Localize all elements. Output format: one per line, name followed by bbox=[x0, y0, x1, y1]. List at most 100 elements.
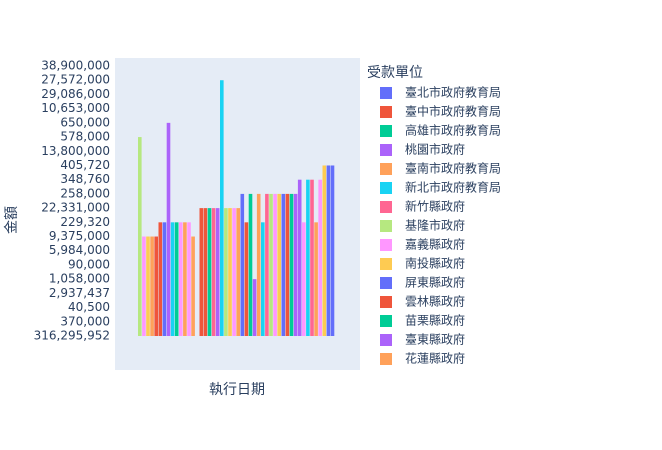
legend-label: 新北市政府教育局 bbox=[405, 180, 501, 195]
bar bbox=[203, 208, 208, 336]
y-tick-label: 13,800,000 bbox=[41, 144, 110, 158]
bar bbox=[256, 193, 261, 336]
legend-label: 臺北市政府教育局 bbox=[405, 85, 501, 100]
y-tick-label: 27,572,000 bbox=[41, 73, 110, 87]
bar bbox=[261, 222, 265, 336]
legend-label: 臺南市政府教育局 bbox=[405, 161, 501, 176]
legend-label: 嘉義縣政府 bbox=[405, 237, 465, 252]
bar bbox=[306, 179, 310, 336]
legend-title: 受款單位 bbox=[367, 65, 423, 81]
bar bbox=[220, 80, 224, 336]
bar bbox=[265, 193, 269, 336]
y-tick-label: 348,760 bbox=[60, 172, 110, 186]
y-tick-label: 316,295,952 bbox=[34, 329, 110, 343]
bar bbox=[269, 193, 273, 336]
bar bbox=[183, 222, 187, 336]
bar bbox=[330, 165, 335, 336]
bar bbox=[273, 193, 277, 336]
legend-label: 新竹縣政府 bbox=[405, 199, 465, 214]
bar bbox=[252, 279, 257, 336]
legend-label: 臺中市政府教育局 bbox=[405, 104, 501, 119]
legend-swatch bbox=[380, 258, 392, 270]
legend-label: 雲林縣政府 bbox=[405, 294, 465, 309]
legend-swatch bbox=[380, 87, 392, 99]
y-tick-label: 90,000 bbox=[68, 257, 110, 271]
y-tick-label: 405,720 bbox=[60, 158, 110, 172]
y-tick-label: 258,000 bbox=[60, 186, 110, 200]
bar bbox=[207, 208, 212, 336]
legend-label: 南投縣政府 bbox=[405, 256, 465, 271]
bar bbox=[326, 165, 331, 336]
legend-swatch bbox=[380, 277, 392, 289]
x-axis-title: 執行日期 bbox=[209, 382, 265, 398]
y-tick-label: 38,900,000 bbox=[41, 59, 110, 73]
legend-label: 基隆市政府 bbox=[405, 218, 465, 233]
y-tick-label: 229,320 bbox=[60, 215, 110, 229]
y-tick-label: 10,653,000 bbox=[41, 101, 110, 115]
bar bbox=[277, 193, 281, 336]
bar bbox=[310, 179, 314, 336]
bar bbox=[285, 193, 290, 336]
bar bbox=[187, 222, 191, 336]
bar bbox=[289, 193, 294, 336]
bar bbox=[281, 193, 286, 336]
bar bbox=[179, 222, 183, 336]
legend-label: 屏東縣政府 bbox=[405, 275, 465, 290]
legend-swatch bbox=[380, 239, 392, 251]
bar bbox=[240, 193, 245, 336]
legend-swatch bbox=[380, 220, 392, 232]
legend-swatch bbox=[380, 296, 392, 308]
bar bbox=[211, 208, 216, 336]
bar bbox=[215, 208, 220, 336]
bar bbox=[232, 208, 236, 336]
bar bbox=[166, 122, 171, 336]
bar bbox=[162, 222, 167, 336]
bar bbox=[293, 193, 298, 336]
legend-swatch bbox=[380, 353, 392, 365]
legend-label: 臺東縣政府 bbox=[405, 332, 465, 347]
bar bbox=[158, 222, 163, 336]
bar bbox=[150, 236, 154, 336]
bar bbox=[191, 236, 195, 336]
bar bbox=[199, 208, 204, 336]
bar bbox=[297, 179, 302, 336]
legend-label: 花蓮縣政府 bbox=[405, 351, 465, 366]
legend-swatch bbox=[380, 125, 392, 137]
bar bbox=[314, 222, 318, 336]
legend-label: 高雄市政府教育局 bbox=[405, 123, 501, 138]
legend-swatch bbox=[380, 182, 392, 194]
bar bbox=[322, 165, 327, 336]
bar bbox=[138, 137, 142, 336]
legend-swatch bbox=[380, 334, 392, 346]
y-tick-label: 370,000 bbox=[60, 314, 110, 328]
bar bbox=[302, 222, 306, 336]
bar bbox=[228, 208, 232, 336]
bar bbox=[154, 236, 158, 336]
y-tick-label: 22,331,000 bbox=[41, 201, 110, 215]
bar bbox=[170, 222, 175, 336]
legend-swatch bbox=[380, 201, 392, 213]
legend-swatch bbox=[380, 315, 392, 327]
y-tick-label: 650,000 bbox=[60, 115, 110, 129]
legend-label: 桃園市政府 bbox=[405, 142, 465, 157]
bar bbox=[244, 222, 249, 336]
bar bbox=[146, 236, 150, 336]
y-tick-label: 5,984,000 bbox=[49, 243, 110, 257]
legend-swatch bbox=[380, 144, 392, 156]
bar bbox=[236, 208, 240, 336]
y-tick-label: 1,058,000 bbox=[49, 272, 110, 286]
bar bbox=[318, 179, 322, 336]
y-axis-title: 金額 bbox=[4, 206, 20, 234]
bar bbox=[174, 222, 179, 336]
bar bbox=[142, 236, 146, 336]
legend-label: 苗栗縣政府 bbox=[405, 313, 465, 328]
y-tick-label: 29,086,000 bbox=[41, 87, 110, 101]
y-tick-label: 578,000 bbox=[60, 130, 110, 144]
bar bbox=[248, 193, 253, 336]
legend-swatch bbox=[380, 106, 392, 118]
bar bbox=[224, 208, 228, 336]
legend-swatch bbox=[380, 163, 392, 175]
y-tick-label: 2,937,437 bbox=[49, 286, 110, 300]
